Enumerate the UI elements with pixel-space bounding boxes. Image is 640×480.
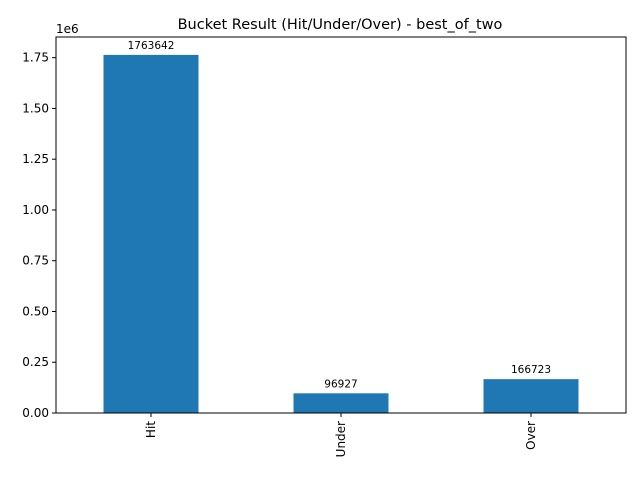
x-axis: Hit Under Over	[144, 413, 538, 457]
bar-over	[483, 379, 579, 413]
bars-group	[103, 54, 579, 413]
y-tick-label: 0.00	[22, 406, 49, 420]
y-tick-label: 1.75	[22, 51, 49, 65]
bar-under	[293, 393, 389, 413]
y-axis-offset-label: 1e6	[56, 22, 79, 36]
x-tick-label-hit: Hit	[144, 421, 158, 438]
y-tick-label: 0.75	[22, 254, 49, 268]
plot-frame	[55, 36, 627, 414]
bar-value-label-under: 96927	[324, 378, 357, 390]
bar-labels-group: 1763642 96927 166723	[128, 40, 551, 390]
x-tick-label-over: Over	[524, 421, 538, 450]
bar-hit	[103, 54, 199, 413]
x-tick-label-under: Under	[334, 421, 348, 457]
y-tick-label: 0.25	[22, 355, 49, 369]
y-tick-label: 1.00	[22, 203, 49, 217]
y-tick-label: 1.25	[22, 152, 49, 166]
bar-value-label-hit: 1763642	[128, 40, 175, 52]
chart-title: Bucket Result (Hit/Under/Over) - best_of…	[178, 17, 503, 33]
y-tick-label: 0.50	[22, 304, 49, 318]
y-axis: 0.00 0.25 0.50 0.75 1.00 1.25 1.50 1.75	[22, 51, 56, 420]
y-tick-label: 1.50	[22, 101, 49, 115]
bar-value-label-over: 166723	[511, 364, 551, 376]
